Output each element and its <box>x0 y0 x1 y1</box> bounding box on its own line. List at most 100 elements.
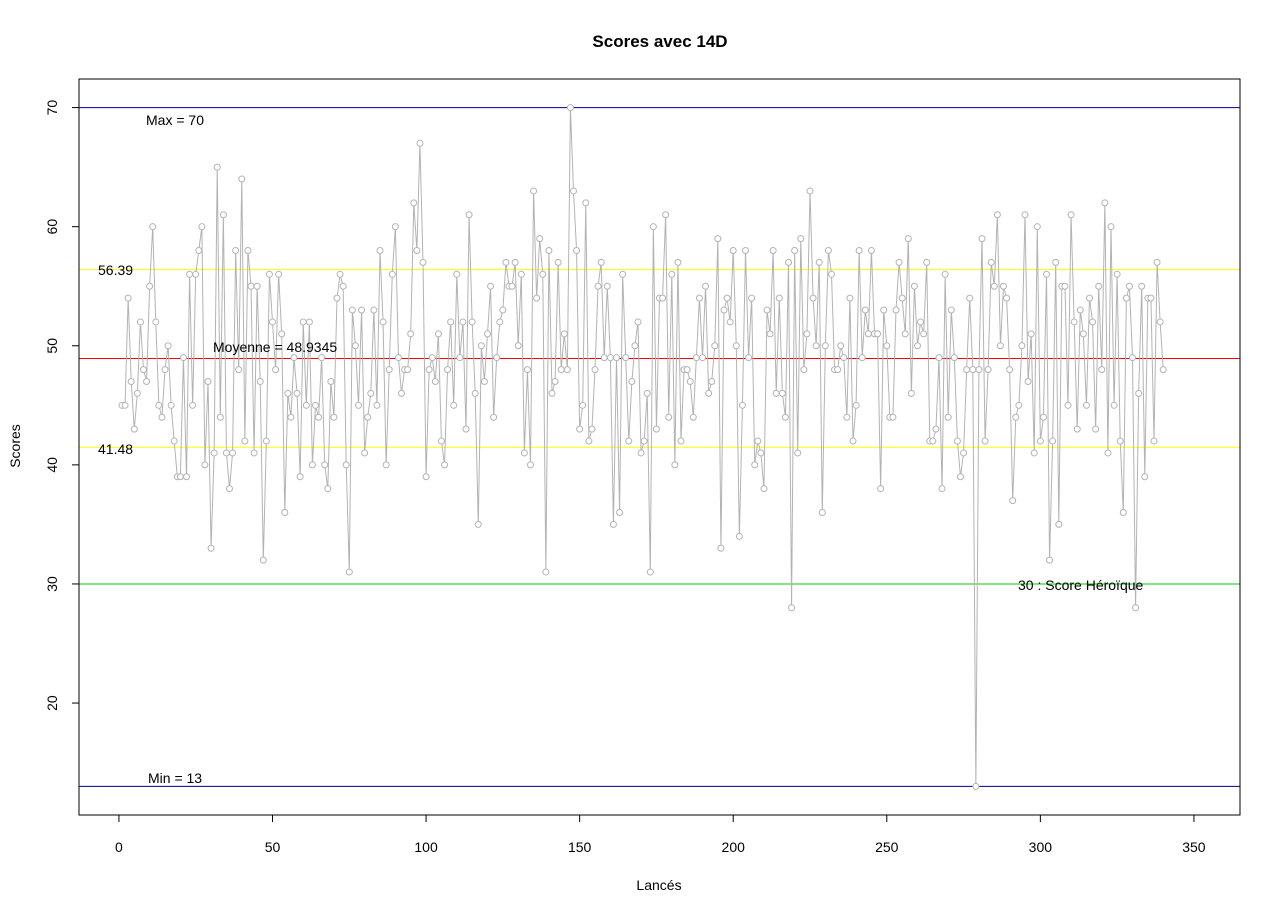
data-point <box>1067 211 1075 219</box>
data-point <box>456 354 464 362</box>
reference-lines <box>79 107 1240 787</box>
data-point <box>373 401 381 409</box>
data-point <box>711 342 719 350</box>
x-tick-label: 150 <box>568 839 592 855</box>
data-point <box>514 342 522 350</box>
data-point <box>321 461 329 469</box>
data-point <box>966 294 974 302</box>
data-point <box>536 235 544 243</box>
data-point <box>262 437 270 445</box>
data-point <box>892 306 900 314</box>
data-point <box>797 235 805 243</box>
data-point <box>379 318 387 326</box>
data-point <box>523 366 531 374</box>
data-point <box>874 330 882 338</box>
data-point <box>603 282 611 290</box>
data-point <box>649 223 657 231</box>
data-point <box>806 187 814 195</box>
data-point <box>490 413 498 421</box>
series-layer <box>118 104 1167 790</box>
data-point <box>769 247 777 254</box>
data-point <box>714 235 722 243</box>
x-axis-label: Lancés <box>636 877 681 893</box>
data-point <box>462 425 470 433</box>
data-point <box>394 354 402 362</box>
data-point <box>499 306 507 314</box>
data-point <box>1107 223 1115 231</box>
y-tick-label: 20 <box>44 695 60 711</box>
data-point <box>1036 437 1044 445</box>
data-point <box>625 437 633 445</box>
data-point <box>247 282 255 290</box>
data-point <box>484 330 491 338</box>
mean-annotation: Moyenne = 48.9345 <box>213 339 337 355</box>
data-point <box>846 294 854 302</box>
data-point <box>895 258 903 266</box>
data-point <box>705 389 713 397</box>
data-point <box>226 485 233 493</box>
data-point <box>290 354 298 362</box>
data-point <box>308 461 316 469</box>
data-point <box>315 413 323 421</box>
data-point <box>213 163 221 171</box>
data-point <box>720 306 728 314</box>
data-point <box>674 258 682 266</box>
data-point <box>348 306 356 314</box>
data-point <box>302 401 310 409</box>
data-point <box>643 389 651 397</box>
data-point <box>391 223 399 231</box>
data-point <box>576 425 584 433</box>
data-point <box>775 294 783 302</box>
data-point <box>867 247 875 254</box>
data-point <box>883 342 891 350</box>
data-point <box>241 437 249 445</box>
data-point <box>726 318 734 326</box>
data-point <box>195 247 203 254</box>
data-point <box>385 366 393 374</box>
data-point <box>216 413 224 421</box>
data-point <box>898 294 906 302</box>
data-point <box>269 318 276 326</box>
data-point <box>1101 199 1109 207</box>
data-point <box>631 342 639 350</box>
data-point <box>124 294 132 302</box>
data-point <box>1153 258 1161 266</box>
data-point <box>480 378 488 385</box>
data-point <box>1006 366 1014 374</box>
x-tick-label: 100 <box>414 839 438 855</box>
data-point <box>1052 258 1060 266</box>
x-tick-label: 250 <box>875 839 899 855</box>
data-point <box>963 366 971 374</box>
data-point <box>785 258 792 266</box>
data-point <box>742 247 749 254</box>
data-point <box>619 270 627 278</box>
data-point <box>941 270 949 278</box>
data-point <box>938 485 946 493</box>
data-point <box>336 270 344 278</box>
data-point <box>477 342 485 350</box>
data-point <box>1116 437 1124 445</box>
data-point <box>189 401 197 409</box>
data-point <box>609 520 617 528</box>
data-point <box>794 449 802 457</box>
data-point <box>858 354 866 362</box>
data-point <box>1086 294 1093 302</box>
data-point <box>167 401 175 409</box>
data-point <box>904 235 912 243</box>
y-tick-label: 50 <box>44 338 60 354</box>
data-point <box>957 473 964 481</box>
data-point <box>984 366 992 374</box>
data-point <box>299 318 307 326</box>
data-point <box>318 354 326 362</box>
data-point <box>388 270 396 278</box>
data-point <box>493 354 501 362</box>
data-point <box>935 354 943 362</box>
data-point <box>186 270 194 278</box>
data-point <box>272 366 280 374</box>
data-point <box>465 211 473 219</box>
data-point <box>659 294 667 302</box>
data-point <box>502 258 510 266</box>
data-point <box>800 366 808 374</box>
data-point <box>471 389 479 397</box>
data-point <box>781 413 789 421</box>
